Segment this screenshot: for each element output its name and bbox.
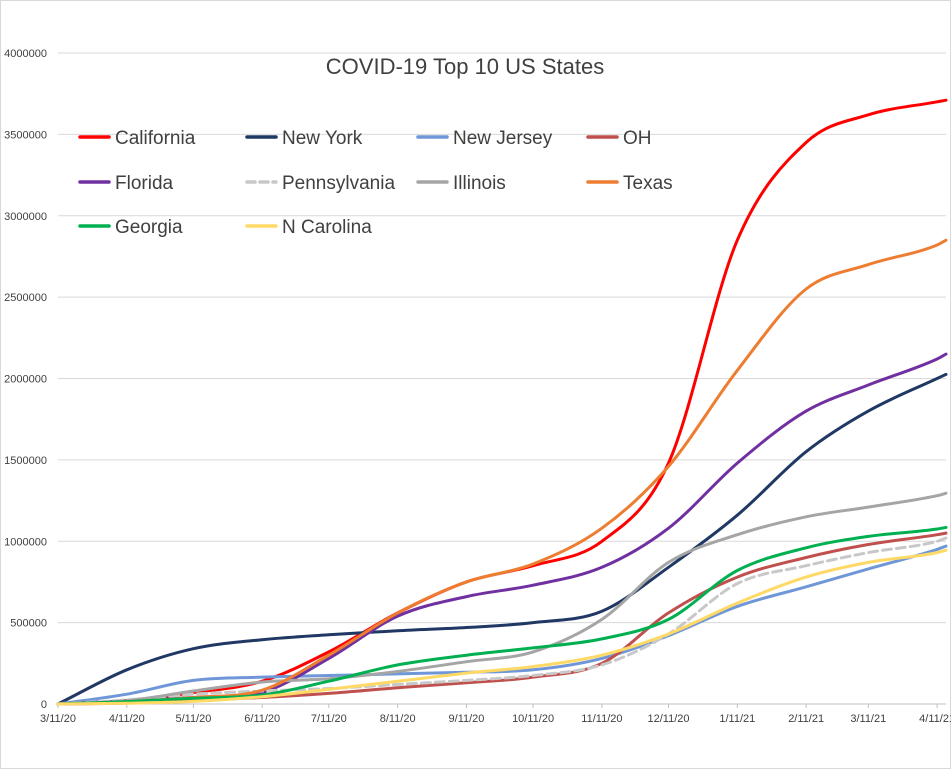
- y-tick-label: 2500000: [4, 292, 47, 304]
- x-tick-label: 12/11/20: [647, 713, 689, 725]
- y-tick-label: 1500000: [4, 455, 47, 467]
- x-tick-label: 8/11/20: [380, 713, 416, 725]
- x-tick-label: 9/11/20: [449, 713, 485, 725]
- series-lines: [56, 98, 948, 706]
- legend-label-new-york: New York: [282, 128, 363, 149]
- series-line-pennsylvania: [56, 536, 948, 706]
- x-tick-label: 4/11/20: [109, 713, 145, 725]
- legend-label-pennsylvania: Pennsylvania: [282, 173, 395, 194]
- y-axis: 0 500000 1000000 1500000 2000000 2500000 30000…: [4, 48, 47, 711]
- legend-label-texas: Texas: [623, 173, 673, 194]
- legend-label-illinois: Illinois: [453, 173, 506, 194]
- x-tick-label: 7/11/20: [311, 713, 347, 725]
- x-tick-label: 3/11/21: [850, 713, 886, 725]
- series-line-illinois: [56, 491, 948, 706]
- series-line-n-carolina: [56, 548, 948, 706]
- y-tick-label: 3500000: [4, 129, 47, 141]
- legend: California New York New Jersey OH Florida Pen…: [78, 128, 673, 238]
- x-tick-label: 5/11/20: [175, 713, 211, 725]
- series-line-new-york: [56, 372, 948, 706]
- y-tick-label: 4000000: [4, 48, 47, 60]
- y-tick-label: 1000000: [4, 536, 47, 548]
- legend-label-california: California: [115, 128, 196, 149]
- legend-label-new-jersey: New Jersey: [453, 128, 553, 149]
- gridlines: [58, 52, 946, 624]
- legend-label-georgia: Georgia: [115, 217, 183, 238]
- legend-label-oh: OH: [623, 128, 652, 149]
- series-line-georgia: [56, 525, 948, 706]
- y-tick-label: 2000000: [4, 374, 47, 386]
- legend-label-florida: Florida: [115, 173, 174, 194]
- x-tick-label: 11/11/20: [581, 713, 622, 725]
- series-line-new-jersey: [56, 544, 948, 706]
- x-axis: 3/11/20 4/11/20 5/11/20 6/11/20 7/11/20 8/11/…: [40, 703, 951, 725]
- y-tick-label: 500000: [10, 618, 47, 630]
- legend-label-n-carolina: N Carolina: [282, 217, 372, 238]
- y-tick-label: 0: [41, 699, 47, 711]
- x-tick-label: 1/11/21: [719, 713, 755, 725]
- x-tick-label: 2/11/21: [788, 713, 824, 725]
- series-line-california: [56, 98, 948, 706]
- x-tick-label: 3/11/20: [40, 713, 76, 725]
- x-tick-label: 6/11/20: [244, 713, 280, 725]
- y-tick-label: 3000000: [4, 211, 47, 223]
- chart-title: COVID-19 Top 10 US States: [326, 54, 604, 79]
- x-tick-label: 4/11/21: [919, 713, 951, 725]
- x-tick-label: 10/11/20: [512, 713, 554, 725]
